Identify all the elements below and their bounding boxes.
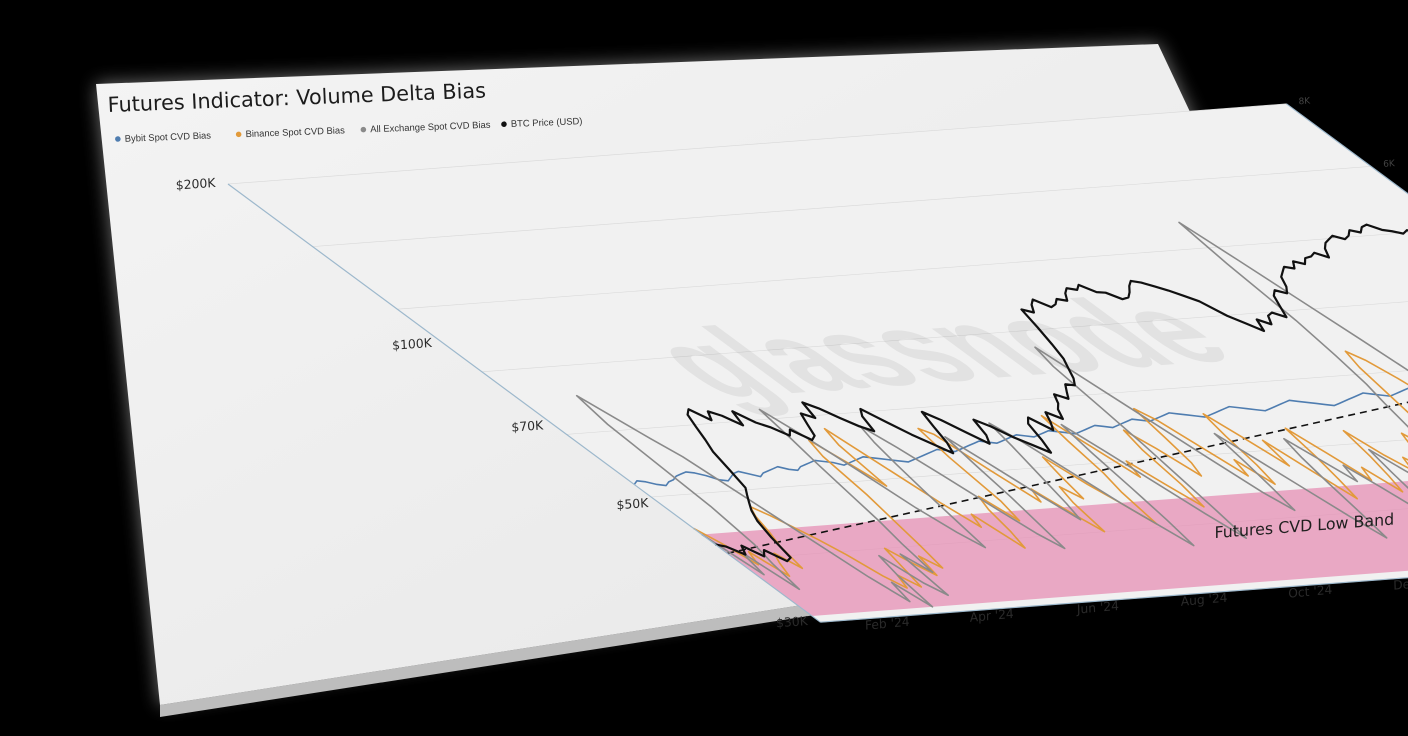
plot-area [228, 103, 1408, 623]
x-axis [820, 542, 1408, 622]
x-tick-label: Apr '24 [969, 606, 1014, 625]
series-line-all-exchange-spot-cvd-bias [363, 205, 1408, 616]
gridline [481, 291, 1408, 373]
trend-line [567, 354, 1408, 553]
legend-item[interactable]: All Exchange Spot CVD Bias [360, 119, 491, 135]
low-band [701, 454, 1408, 616]
x-tick-label: Oct '24 [1288, 582, 1333, 601]
y-right-tick-label: 6K [1383, 159, 1396, 170]
y-right-tick-label: 8K [1298, 96, 1311, 107]
legend-label: All Exchange Spot CVD Bias [370, 119, 491, 135]
gridline [227, 103, 1287, 185]
legend-swatch [360, 126, 367, 133]
y-left-tick-label: $70K [511, 417, 544, 434]
legend-swatch [501, 121, 507, 127]
gridline [566, 353, 1408, 435]
series-line-binance-spot-cvd-bias [537, 333, 1408, 597]
legend-swatch [115, 136, 121, 142]
legend-label: Binance Spot CVD Bias [245, 124, 345, 139]
y-left-tick-label: $200K [175, 175, 216, 193]
x-tick-label: Aug '24 [1180, 589, 1227, 608]
y-left-tick-label: $50K [616, 495, 649, 512]
gridline [650, 416, 1408, 498]
x-tick-label: Dec '24 [1393, 573, 1408, 592]
legend-label: BTC Price (USD) [511, 115, 583, 129]
plot-plane: glassnode [227, 103, 1408, 623]
gridline [312, 166, 1372, 247]
legend-item[interactable]: Bybit Spot CVD Bias [115, 129, 212, 144]
legend-label: Bybit Spot CVD Bias [125, 129, 212, 143]
left-axis [228, 184, 820, 622]
y-left-tick-label: $100K [392, 335, 433, 353]
legend-swatch [235, 131, 242, 138]
legend-item[interactable]: Binance Spot CVD Bias [235, 124, 346, 139]
legend-item[interactable]: BTC Price (USD) [501, 115, 583, 129]
x-tick-label: Feb '24 [865, 614, 910, 633]
x-tick-label: Jun '24 [1076, 598, 1120, 617]
series-line-btc-price-usd [384, 220, 1408, 564]
legend: Bybit Spot CVD Bias Binance Spot CVD Bias… [115, 115, 583, 144]
gridline [396, 228, 1408, 310]
series-line-bybit-spot-cvd-bias [562, 352, 1408, 487]
right-axis [1286, 104, 1408, 542]
y-left-tick-label: $30K [776, 613, 809, 630]
